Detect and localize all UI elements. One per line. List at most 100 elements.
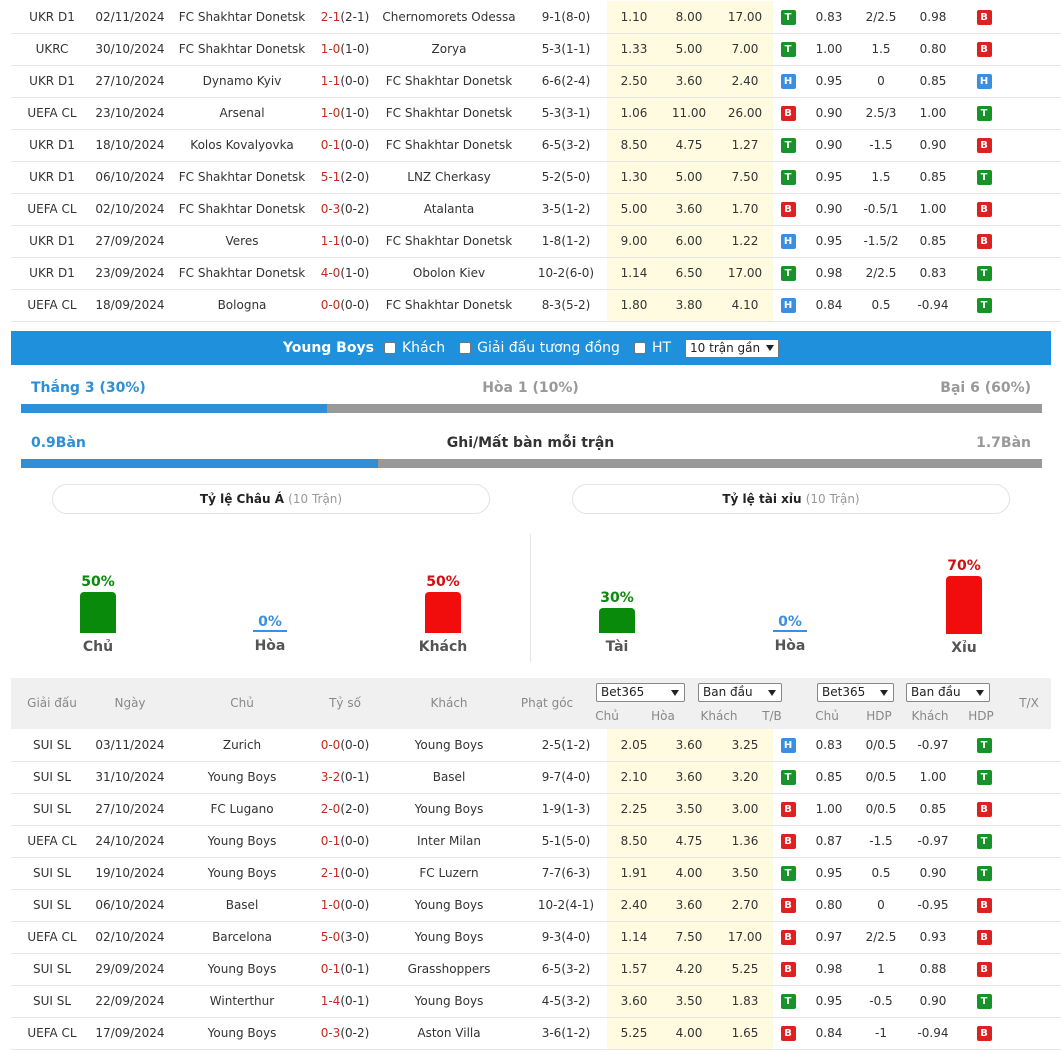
result-badge-T: T xyxy=(780,266,796,281)
score-cell: 0-3(0-2) xyxy=(317,1017,373,1050)
home-team[interactable]: Young Boys xyxy=(167,857,317,890)
ht-filter[interactable]: HT xyxy=(633,340,671,356)
away-checkbox[interactable] xyxy=(383,342,396,354)
away-team[interactable]: FC Shakhtar Donetsk xyxy=(373,97,525,130)
score-cell: 4-0(1-0) xyxy=(317,257,373,290)
match-count-select[interactable]: 10 trận gần xyxy=(685,338,780,358)
away-filter[interactable]: Khách xyxy=(383,340,445,356)
home-team[interactable]: FC Shakhtar Donetsk xyxy=(167,193,317,226)
result-badge-B: B xyxy=(976,962,992,977)
hdp-line: 0/0.5 xyxy=(855,793,907,826)
home-team[interactable]: FC Shakhtar Donetsk xyxy=(167,257,317,290)
ou-badge: X xyxy=(1056,289,1061,322)
result-badge: T xyxy=(773,857,803,890)
same-league-checkbox[interactable] xyxy=(459,342,472,354)
home-team[interactable]: FC Shakhtar Donetsk xyxy=(167,33,317,66)
win-summary: Thắng 3 (30%) xyxy=(31,380,146,396)
away-team[interactable]: Young Boys xyxy=(373,985,525,1018)
home-team: FC Lugano xyxy=(167,793,317,826)
home-team: Zurich xyxy=(167,729,317,762)
odds-draw: 3.60 xyxy=(661,65,717,98)
spacer-cell xyxy=(1009,289,1056,322)
spacer-cell xyxy=(1009,97,1056,130)
spacer-cell xyxy=(1009,225,1056,258)
odds-type-select-1[interactable]: Ban đầu xyxy=(698,683,782,702)
result-badge-T: T xyxy=(976,994,992,1009)
score-halftime: (2-1) xyxy=(340,9,370,24)
result-badge: T xyxy=(773,257,803,290)
home-team[interactable]: FC Shakhtar Donetsk xyxy=(167,1,317,34)
table-row: UEFA CL 02/10/2024 Barcelona 5-0(3-0) Young … xyxy=(11,921,1061,954)
result-badge-B: B xyxy=(780,106,796,121)
score-halftime: (2-0) xyxy=(340,802,370,816)
away-team[interactable]: Young Boys xyxy=(373,889,525,922)
odds-type-select-2[interactable]: Ban đầu xyxy=(906,683,990,702)
score-full: 4-0 xyxy=(320,266,341,280)
away-team[interactable]: Young Boys xyxy=(373,921,525,954)
corner-cell: 5-1(5-0) xyxy=(525,825,607,858)
spacer-cell xyxy=(1009,761,1056,794)
hdp-line: 2.5/3 xyxy=(855,97,907,130)
result-badge: B xyxy=(773,953,803,986)
result-badge: B xyxy=(773,193,803,226)
same-league-filter[interactable]: Giải đấu tương đồng xyxy=(459,340,620,356)
score-halftime: (0-2) xyxy=(340,202,370,216)
header-odds-home: Chủ xyxy=(595,709,619,723)
hdp-line: 1 xyxy=(855,953,907,986)
ou-badge: X xyxy=(1056,729,1061,762)
away-team[interactable]: Young Boys xyxy=(373,793,525,826)
home-team[interactable]: Young Boys xyxy=(167,1017,317,1050)
date-cell: 06/10/2024 xyxy=(93,889,167,922)
table-row: UEFA CL 24/10/2024 Young Boys 0-1(0-0) Inter… xyxy=(11,825,1061,858)
result-badge-T: T xyxy=(976,866,992,881)
hdp-home: 0.95 xyxy=(803,985,855,1018)
odds-away: 1.36 xyxy=(717,825,773,858)
odds-home: 2.10 xyxy=(607,761,661,794)
odds-home: 1.14 xyxy=(607,257,661,290)
odds-home: 8.50 xyxy=(607,825,661,858)
hdp-line: -1.5 xyxy=(855,825,907,858)
corner-cell: 5-3(1-1) xyxy=(525,33,607,66)
home-team[interactable]: Young Boys xyxy=(167,953,317,986)
away-team[interactable]: FC Shakhtar Donetsk xyxy=(373,289,525,322)
odds-away: 17.00 xyxy=(717,921,773,954)
ou-badge: X xyxy=(1056,97,1061,130)
away-team[interactable]: Young Boys xyxy=(373,729,525,762)
score-full: 0-1 xyxy=(320,962,341,976)
result-badge-B: B xyxy=(976,9,992,25)
date-cell: 02/10/2024 xyxy=(93,921,167,954)
result-badge-T: T xyxy=(976,298,992,313)
away-team[interactable]: FC Shakhtar Donetsk xyxy=(373,225,525,258)
bookmaker-select-2-value: Bet365 xyxy=(822,685,866,699)
ou-under-bar xyxy=(946,576,982,634)
hdp-away: 0.90 xyxy=(907,129,959,162)
ou-under-label: Xỉu xyxy=(951,640,977,656)
date-cell: 31/10/2024 xyxy=(93,761,167,794)
result-badge: T xyxy=(773,161,803,194)
odds-away: 1.22 xyxy=(717,225,773,258)
away-team[interactable]: FC Shakhtar Donetsk xyxy=(373,129,525,162)
home-team[interactable]: Young Boys xyxy=(167,761,317,794)
league-cell: SUI SL xyxy=(11,761,93,794)
result-badge-B: B xyxy=(976,202,992,217)
score-halftime: (0-0) xyxy=(340,234,370,248)
odds-home: 3.60 xyxy=(607,985,661,1018)
goals-bar-fill xyxy=(21,459,379,468)
home-team: Kolos Kovalyovka xyxy=(167,129,317,162)
ht-checkbox[interactable] xyxy=(633,342,646,354)
score-cell: 1-1(0-0) xyxy=(317,225,373,258)
home-team[interactable]: Young Boys xyxy=(167,825,317,858)
away-team[interactable]: FC Shakhtar Donetsk xyxy=(373,65,525,98)
table-row: UKR D1 18/10/2024 Kolos Kovalyovka 0-1(0-0)… xyxy=(11,129,1061,162)
result-badge: B xyxy=(773,889,803,922)
result-badge-T: T xyxy=(780,170,796,185)
result-badge-T: T xyxy=(780,9,796,25)
bookmaker-select-1[interactable]: Bet365 xyxy=(596,683,685,702)
odds-home: 5.00 xyxy=(607,193,661,226)
corner-cell: 9-3(4-0) xyxy=(525,921,607,954)
recent-matches-table-top: UKR D1 02/11/2024 FC Shakhtar Donetsk 2-1(2… xyxy=(11,1,1061,322)
home-team[interactable]: FC Shakhtar Donetsk xyxy=(167,161,317,194)
bookmaker-select-2[interactable]: Bet365 xyxy=(817,683,894,702)
league-cell: SUI SL xyxy=(11,857,93,890)
hdp-home: 0.87 xyxy=(803,825,855,858)
